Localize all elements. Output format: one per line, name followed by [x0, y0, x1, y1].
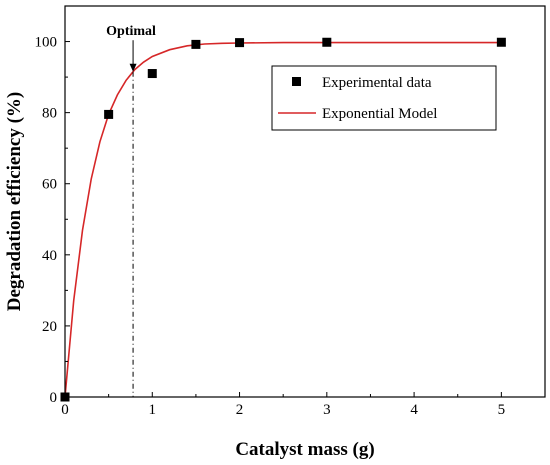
x-tick-label: 1 [149, 402, 157, 418]
arrowhead-icon [129, 63, 137, 72]
x-axis-title: Catalyst mass (g) [235, 439, 374, 460]
x-tick-label: 2 [236, 402, 244, 418]
y-tick-label: 20 [42, 319, 57, 335]
data-point [191, 39, 201, 49]
data-point [322, 37, 332, 47]
x-tick-label: 3 [323, 402, 331, 418]
y-tick-label: 80 [42, 106, 57, 122]
x-tick-label: 0 [61, 402, 69, 418]
legend-box [271, 65, 497, 131]
legend-label-experimental: Experimental data [322, 75, 432, 91]
axes: 0 1 2 3 4 5 0 20 40 60 80 100 [35, 5, 546, 418]
legend: Experimental data Exponential Model [271, 65, 497, 131]
x-tick-label: 4 [410, 402, 418, 418]
legend-label-model: Exponential Model [322, 106, 437, 122]
plot-frame [64, 5, 546, 398]
optimal-label: Optimal [106, 24, 156, 39]
data-point [104, 109, 114, 119]
annotation-optimal: Optimal [106, 24, 156, 397]
data-point [147, 69, 157, 79]
data-point [496, 37, 506, 47]
y-axis-title: Degradation efficiency (%) [4, 92, 25, 312]
y-tick-label: 40 [42, 248, 57, 264]
data-point [235, 38, 245, 48]
legend-scatter-marker [292, 77, 301, 86]
y-tick-label: 60 [42, 177, 57, 193]
model-curve [64, 41, 502, 398]
x-tick-label: 5 [498, 402, 506, 418]
y-tick-label: 100 [35, 35, 58, 51]
y-tick-label: 0 [50, 390, 58, 406]
